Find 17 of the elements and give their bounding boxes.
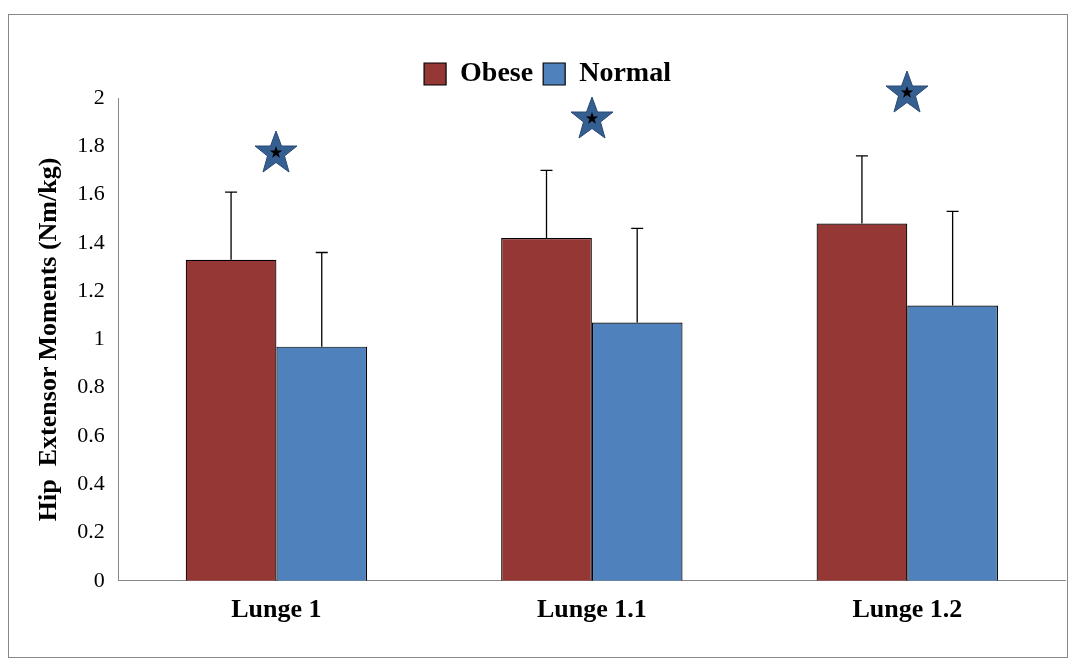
- y-tick-label: 0: [93, 566, 105, 592]
- y-tick-label: 1.8: [77, 132, 105, 158]
- y-tick-label: 0.2: [77, 518, 105, 544]
- x-tick-label: Lunge 1: [231, 594, 322, 624]
- x-tick-label: Lunge 1.1: [536, 594, 647, 624]
- y-tick-label: 1.4: [77, 228, 105, 254]
- y-tick-label: 0.6: [77, 421, 105, 447]
- x-tick-label: Lunge 1.2: [852, 594, 963, 624]
- y-tick-label: 0.4: [77, 470, 105, 496]
- y-tick-label: 1: [93, 325, 105, 351]
- y-axis-title: Hip Extensor Moments (Nm/kg): [33, 157, 63, 522]
- y-tick-label: 0.8: [77, 373, 105, 399]
- legend-label: Obese: [460, 56, 534, 88]
- legend-label: Normal: [579, 56, 672, 88]
- y-tick-label: 1.2: [77, 276, 105, 302]
- y-tick-label: 2: [93, 83, 105, 109]
- y-tick-label: 1.6: [77, 180, 105, 206]
